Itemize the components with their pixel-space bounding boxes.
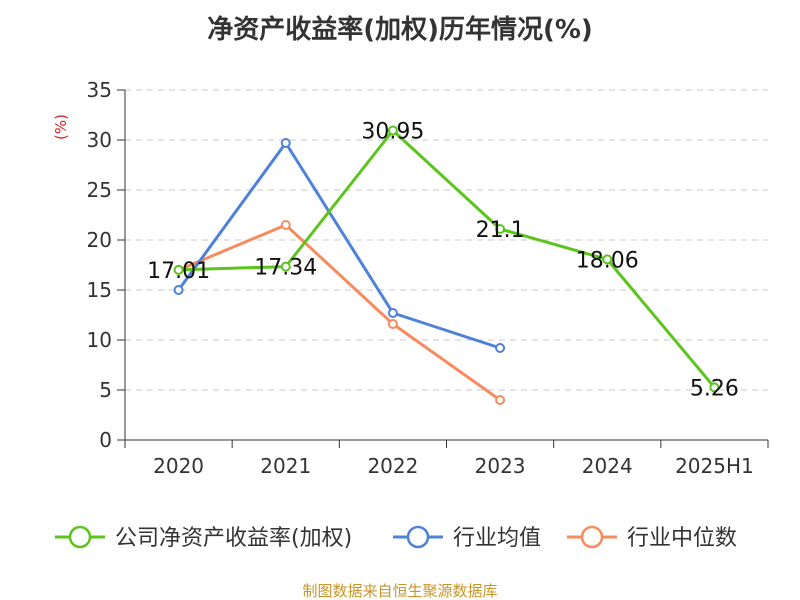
y-tick-label-20: 20 [87,228,112,252]
legend-label-2: 行业中位数 [627,526,737,551]
data-label-2022: 30.95 [361,120,424,145]
series-line-2 [178,223,501,402]
series-lines [173,125,720,405]
y-axis-unit-label: (%) [52,114,70,140]
data-label-2023: 21.1 [476,218,525,243]
series-0-point-2025H1 [709,382,720,393]
series-0-point-2023 [495,224,506,234]
series-2-point-2021 [280,220,291,230]
series-line-1 [177,141,501,350]
legend-marker-0 [68,525,92,549]
data-label-2025H1: 5.26 [690,376,739,401]
data-label-2020: 17.01 [147,259,210,284]
x-tick-label-2021: 2021 [260,454,311,478]
x-tick-label-2024: 2024 [582,454,633,478]
legend-marker-1 [406,525,430,549]
series-1-point-2022 [387,308,398,318]
series-0-point-2022 [387,125,398,136]
chart-title: 净资产收益率(加权)历年情况(%) [207,14,593,45]
series-0-point-2021 [280,261,291,272]
y-tick-label-0: 0 [99,428,112,452]
series-2-point-2023 [495,395,506,405]
grid-lines [125,89,768,391]
y-tick-label-30: 30 [87,128,112,152]
y-tick-label-25: 25 [87,178,112,202]
series-0-point-2024 [602,254,613,265]
axes: 0 5 10 15 20 25 30 35 2020 2021 2022 2023 2024 2025H1 [87,78,769,478]
y-tick-label-10: 10 [87,328,112,352]
series-1-point-2021 [280,138,291,148]
series-1-point-2020 [173,285,184,295]
data-label-2024: 18.06 [576,248,639,273]
series-1-point-2023 [495,343,506,353]
legend-marker-2 [580,525,604,549]
x-tick-label-2022: 2022 [367,454,418,478]
y-tick-label-35: 35 [87,78,112,102]
data-labels: 17.01 17.34 30.95 21.1 18.06 5.26 [147,120,739,402]
series-0-point-2020 [173,264,184,275]
legend-label-0: 公司净资产收益率(加权) [115,526,352,551]
y-tick-label-5: 5 [99,378,112,402]
data-label-2021: 17.34 [254,256,317,281]
y-tick-label-15: 15 [87,278,112,302]
series-line-0 [178,129,716,389]
x-tick-label-2025H1: 2025H1 [675,454,754,478]
series-2-point-2022 [387,319,398,329]
legend: 公司净资产收益率(加权) 行业均值 行业中位数 [55,525,737,551]
legend-label-1: 行业均值 [453,526,541,551]
x-tick-label-2023: 2023 [475,454,526,478]
x-tick-label-2020: 2020 [153,454,204,478]
source-note: 制图数据来自恒生聚源数据库 [302,582,497,600]
